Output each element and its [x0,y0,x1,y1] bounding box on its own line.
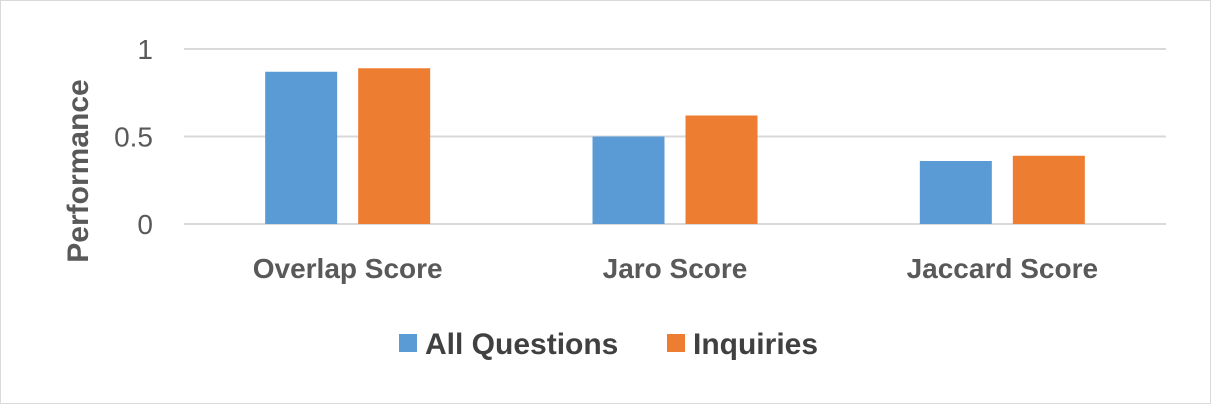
y-tick-label: 0 [137,209,153,240]
bars [265,68,1085,224]
legend-swatch [667,334,685,352]
bar-inquiries-jaro-score [685,115,758,224]
gridlines [184,48,1166,225]
bar-inquiries-overlap-score [358,68,431,224]
legend-label: All Questions [425,328,618,361]
bar-all-questions-jaro-score [592,136,665,224]
y-tick-label: 0.5 [114,122,153,153]
y-tick-labels: 00.51 [114,34,153,240]
bar-inquiries-jaccard-score [1012,155,1085,224]
x-category-label: Jaccard Score [907,253,1098,284]
x-category-label: Jaro Score [603,253,748,284]
legend-label: Inquiries [693,328,818,361]
legend-swatch [399,334,417,352]
x-category-label: Overlap Score [253,253,443,284]
y-tick-label: 1 [137,34,153,65]
category-labels: Overlap Score Jaro Score Jaccard Score [253,253,1098,284]
bar-all-questions-jaccard-score [919,161,992,224]
bar-all-questions-overlap-score [265,71,338,224]
y-axis-title: Performance [62,79,95,262]
legend: All Questions Inquiries [399,328,818,361]
